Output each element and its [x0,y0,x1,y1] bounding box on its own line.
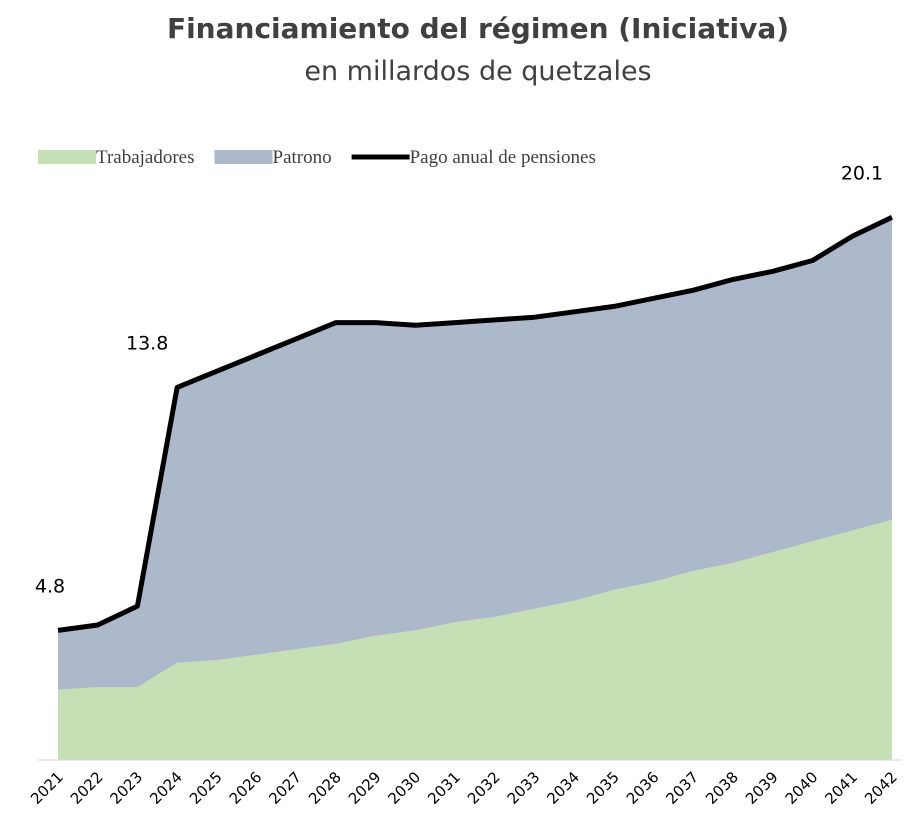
x-tick-label: 2028 [305,768,345,808]
legend-swatch [214,150,273,164]
x-tick-label: 2026 [226,768,266,808]
legend-swatch [38,150,96,164]
x-tick-label: 2021 [27,768,67,808]
x-tick-label: 2042 [861,768,901,808]
x-tick-label: 2032 [464,768,504,808]
chart-subtitle: en millardos de quetzales [304,56,651,87]
x-tick-label: 2036 [623,768,663,808]
x-tick-label: 2034 [543,768,583,808]
area [58,519,892,760]
data-label: 4.8 [35,575,65,597]
x-tick-label: 2037 [663,768,703,808]
x-tick-label: 2033 [504,768,544,808]
x-tick-label: 2023 [107,768,147,808]
legend-label: Pago anual de pensiones [410,147,596,168]
x-tick-label: 2039 [742,768,782,808]
x-tick-label: 2025 [186,768,226,808]
x-tick-label: 2022 [67,768,107,808]
chart-title: Financiamiento del régimen (Iniciativa) [167,12,789,45]
x-tick-label: 2031 [424,768,464,808]
area [58,217,892,690]
x-tick-label: 2040 [782,768,822,808]
legend-label: Patrono [273,147,332,168]
x-tick-label: 2027 [265,768,305,808]
legend: Trabajadores Patrono Pago anual de pension… [38,147,596,168]
data-label: 20.1 [841,162,883,184]
x-tick-label: 2038 [702,768,742,808]
x-tick-label: 2035 [583,768,623,808]
pension-line [57,215,894,633]
legend-label: Trabajadores [96,147,195,168]
x-tick-label: 2030 [385,768,425,808]
x-tick-label: 2041 [821,768,861,808]
x-tick-label: 2024 [146,768,186,808]
x-tick-label: 2029 [345,768,385,808]
data-label: 13.8 [126,332,168,354]
